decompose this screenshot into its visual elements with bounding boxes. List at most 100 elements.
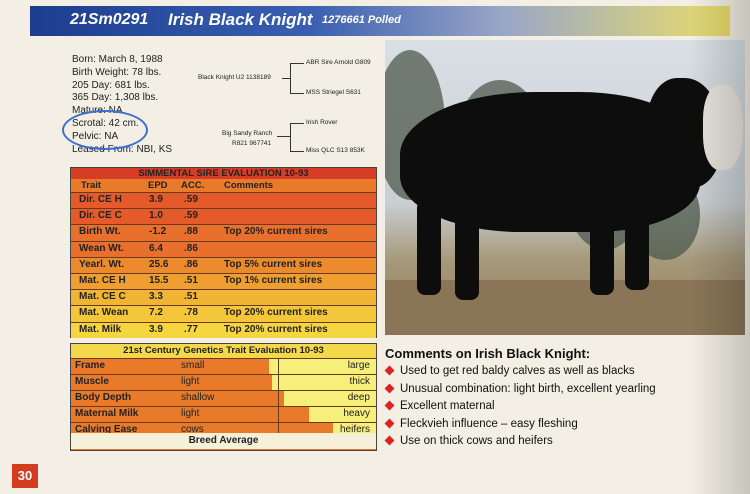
high-descriptor: deep xyxy=(347,392,370,403)
century-row: Maternal Milk light heavy xyxy=(71,407,376,423)
pedigree-dam-sire: Irish Rover xyxy=(306,119,338,126)
diamond-bullet-icon xyxy=(384,400,395,411)
simmental-evaluation-table: SIMMENTAL SIRE EVALUATION 10-93 Trait EP… xyxy=(70,167,377,338)
trait-cell: Dir. CE H xyxy=(79,194,122,205)
acc-cell: .78 xyxy=(184,307,198,319)
born-date: Born: March 8, 1988 xyxy=(72,54,163,65)
pedigree-line xyxy=(290,63,291,93)
bull-leg xyxy=(590,200,614,295)
pasture-ground xyxy=(385,280,745,335)
comment-list: Used to get red baldy calves as well as … xyxy=(384,365,745,453)
trait-level-bar xyxy=(284,391,376,406)
comment-text: Unusual combination: light birth, excell… xyxy=(400,382,656,395)
header-bar: 21Sm0291 Irish Black Knight 1276661 Poll… xyxy=(30,6,730,36)
comment-cell: Top 20% current sires xyxy=(224,307,328,319)
epd-cell: 1.0 xyxy=(149,210,163,222)
header-trait: Trait xyxy=(81,180,102,191)
pedigree-sire-dam: MSS Striegel S631 xyxy=(306,89,361,96)
epd-cell: 3.9 xyxy=(149,323,163,335)
simmental-row: Wean Wt. 6.4 .86 xyxy=(71,240,376,257)
high-descriptor: thick xyxy=(349,376,370,387)
simmental-row: Mat. CE H 15.5 .51 Top 1% current sires xyxy=(71,272,376,290)
diamond-bullet-icon xyxy=(384,435,395,446)
comment-text: Fleckvieh influence – easy fleshing xyxy=(400,417,578,430)
simmental-rows: Dir. CE H 3.9 .59 Dir. CE C 1.0 .59 Birth Wt. -… xyxy=(71,192,376,338)
pedigree-dam-line2: R821 967741 xyxy=(232,140,272,147)
header-comments: Comments xyxy=(224,180,274,191)
simmental-row: Mat. Milk 3.9 .77 Top 20% current sires xyxy=(71,321,376,338)
pedigree-dam-line1: Big Sandy Ranch xyxy=(222,130,273,137)
pedigree-line xyxy=(282,78,290,79)
trait-level-bar xyxy=(269,359,376,374)
bull-name: Irish Black Knight xyxy=(168,10,313,29)
acc-cell: .59 xyxy=(184,210,198,222)
epd-cell: 7.2 xyxy=(149,307,163,319)
trait-cell: Wean Wt. xyxy=(79,242,124,254)
simmental-title: SIMMENTAL SIRE EVALUATION 10-93 xyxy=(71,168,376,179)
birth-weight: Birth Weight: 78 lbs. xyxy=(72,66,162,78)
epd-cell: 15.5 xyxy=(149,274,169,286)
header-epd: EPD xyxy=(148,180,168,191)
century-row: Muscle light thick xyxy=(71,375,376,391)
diamond-bullet-icon xyxy=(384,418,395,428)
epd-cell: 3.3 xyxy=(149,291,163,303)
day-205-weight: 205 Day: 681 lbs. xyxy=(72,79,150,91)
trait-cell: Mat. Wean xyxy=(79,307,129,319)
comment-cell: Top 1% current sires xyxy=(224,274,323,286)
pedigree-dam-dam: Miss QLC S13 853K xyxy=(306,147,365,154)
diamond-bullet-icon xyxy=(384,365,395,376)
bull-leg xyxy=(455,205,479,300)
simmental-header-row: Trait EPD ACC. Comments xyxy=(71,179,376,192)
pedigree-line xyxy=(290,123,304,124)
simmental-row: Mat. CE C 3.3 .51 xyxy=(71,289,376,306)
acc-cell: .77 xyxy=(184,323,198,335)
comment-item: Excellent maternal xyxy=(384,400,745,418)
simmental-row: Dir. CE C 1.0 .59 xyxy=(71,208,376,225)
epd-cell: -1.2 xyxy=(149,226,167,238)
highlight-circle xyxy=(62,110,148,150)
trait-cell: Mat. CE H xyxy=(79,274,126,286)
herd-number: 1276661 Polled xyxy=(322,14,401,26)
day-365-weight: 365 Day: 1,308 lbs. xyxy=(72,92,159,104)
simmental-row: Yearl. Wt. 25.6 .86 Top 5% current sires xyxy=(71,256,376,273)
pedigree-line xyxy=(290,123,291,151)
bull-leg xyxy=(417,200,441,295)
column-divider xyxy=(278,391,279,406)
column-divider xyxy=(278,359,279,374)
high-descriptor: heavy xyxy=(343,408,370,419)
high-descriptor: large xyxy=(347,360,370,371)
registration-number: 21Sm0291 xyxy=(70,11,149,28)
comments-title: Comments on Irish Black Knight: xyxy=(385,346,591,361)
acc-cell: .86 xyxy=(184,242,198,254)
simmental-row: Dir. CE H 3.9 .59 xyxy=(71,192,376,209)
leased-from: Leased From: NBI, KS xyxy=(72,143,173,155)
comments-section: Comments on Irish Black Knight: Used to … xyxy=(384,346,745,453)
bull-leg xyxy=(625,195,649,290)
trait-cell: Dir. CE C xyxy=(79,210,122,222)
comment-text: Used to get red baldy calves as well as … xyxy=(400,365,635,377)
simmental-row: Birth Wt. -1.2 .88 Top 20% current sires xyxy=(71,224,376,241)
trait-level-bar xyxy=(272,375,376,390)
breed-average-label: Breed Average xyxy=(71,433,376,449)
low-descriptor: light xyxy=(181,408,200,419)
trait-cell: Calving Ease xyxy=(75,424,138,435)
trait-cell: Muscle xyxy=(75,376,109,387)
bull-photo xyxy=(385,40,745,335)
column-divider xyxy=(278,407,279,422)
century-rows: Frame small large Muscle light thick Body Dept… xyxy=(71,359,376,439)
century-title: 21st Century Genetics Trait Evaluation 1… xyxy=(71,344,376,359)
comment-item: Use on thick cows and heifers xyxy=(384,435,745,453)
acc-cell: .51 xyxy=(184,291,198,303)
acc-cell: .88 xyxy=(184,226,198,238)
trait-cell: Mat. Milk xyxy=(79,323,122,335)
trait-cell: Frame xyxy=(75,360,106,371)
diamond-bullet-icon xyxy=(384,383,395,393)
low-descriptor: light xyxy=(181,376,200,387)
comment-item: Unusual combination: light birth, excell… xyxy=(384,382,745,401)
comment-cell: Top 5% current sires xyxy=(224,258,323,270)
comment-item: Fleckvieh influence – easy fleshing xyxy=(384,417,745,436)
epd-cell: 25.6 xyxy=(149,258,169,270)
pedigree-line xyxy=(290,63,304,64)
pedigree-line xyxy=(290,93,304,94)
